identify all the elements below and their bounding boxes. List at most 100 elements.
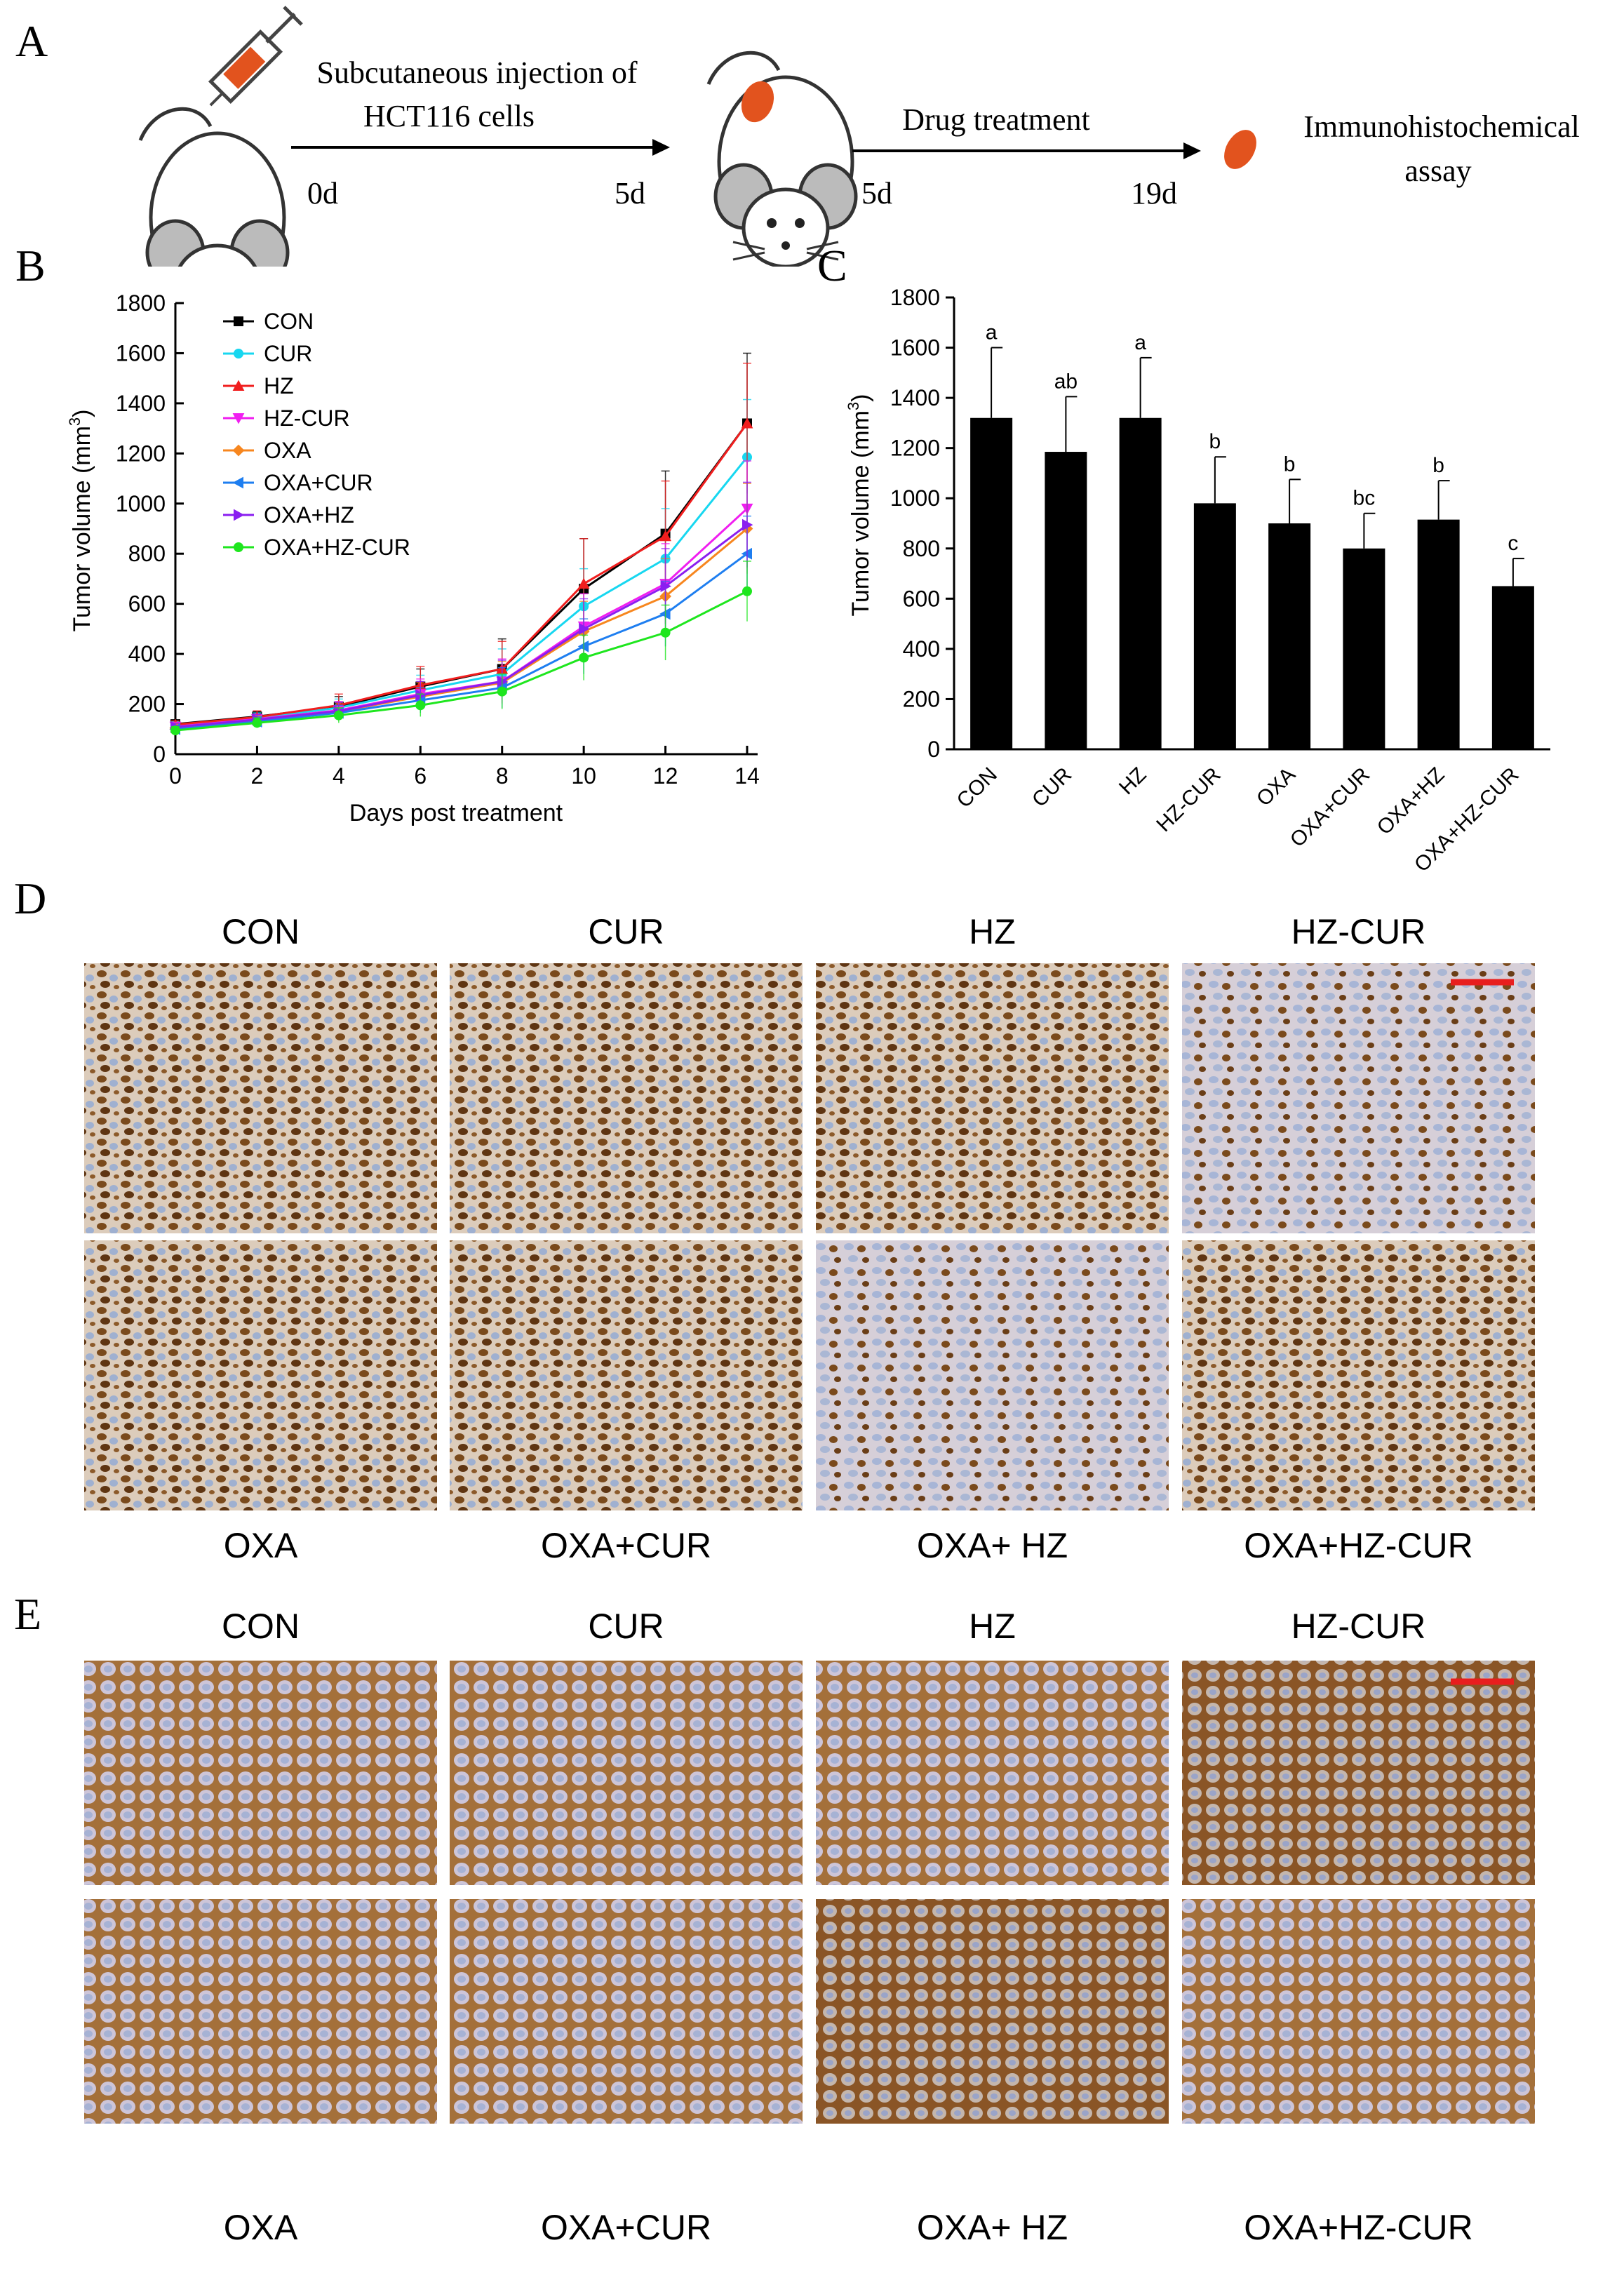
step1-arrowhead [652,139,670,156]
bar-oxa-hz-cur [1491,586,1534,749]
panel-c-y-tick-label: 1600 [890,335,940,361]
ihc-micrograph-image [84,1240,437,1510]
legend-marker [234,542,243,552]
ihc-micrograph-image [84,963,437,1233]
legend-marker [232,380,245,391]
data-point [333,710,344,721]
significance-label: a [986,321,998,344]
step1-start-day: 0d [307,176,338,210]
data-point [742,586,752,596]
panel-b-y-tick-label: 400 [128,641,166,666]
micrograph-label: HZ-CUR [1291,1607,1426,1646]
data-point [579,652,589,663]
panel-c-y-tick-label: 1000 [890,485,940,511]
significance-label: ab [1054,370,1078,393]
panel-c-bar-chart: C Tumor volume (mm3) 0 200 400 600 800 1000 12… [817,241,1550,876]
ihc-micrograph-image [450,963,803,1233]
bar-hz-cur [1193,503,1236,749]
micrograph-label: OXA [224,2208,298,2247]
excised-tumor-icon [1224,130,1256,169]
legend-label: CON [264,309,314,334]
bar-cur [1045,452,1087,749]
mouse-1-icon [138,107,290,267]
panel-b-y-tick-label: 1400 [116,391,166,416]
panel-b-y-tick-label: 0 [153,742,166,767]
ihc-micrograph-image [816,1240,1169,1510]
micrograph-label: CON [222,1607,300,1646]
panel-c-y-tick-label: 600 [903,586,940,611]
micrograph-label: OXA+CUR [541,2208,711,2247]
series-line [175,422,749,726]
series-line [175,590,748,732]
syringe-icon [208,6,303,107]
panel-b-y-tick-label: 1000 [116,491,166,516]
ihc-micrograph-image [1182,1899,1535,2124]
series-oxa-hz-cur [170,561,752,736]
step1-label-line2: HCT116 cells [363,99,535,133]
series-line [175,523,748,728]
legend-label: HZ-CUR [264,406,350,431]
series-line [175,553,748,730]
data-point [415,700,426,711]
data-point [252,718,262,728]
micrograph-label: OXA+HZ-CUR [1244,1526,1472,1565]
panel-b-x-tick-label: 10 [571,763,596,789]
micrograph-label: HZ [969,912,1016,951]
data-point [170,725,180,736]
data-point [741,417,753,429]
significance-label: b [1284,453,1296,476]
ihc-micrograph-image [84,1661,437,1885]
panel-b-y-tick-label: 200 [128,692,166,717]
final-label-line1: Immunohistochemical [1303,109,1579,144]
panel-b-x-tick-label: 0 [169,763,182,789]
legend-marker [232,444,245,457]
data-point [579,622,590,635]
micrograph-label: CUR [588,1607,664,1646]
micrograph-label: OXA+CUR [541,1526,711,1565]
significance-label: bc [1353,487,1376,510]
panel-b-line-chart: B Tumor volume (mm3) Days post treatment… [15,241,760,826]
legend-label: OXA+HZ-CUR [264,535,410,560]
tumor-on-mouse-icon [741,81,774,123]
data-point [659,530,671,542]
step2-start-day: 5d [861,176,892,210]
ihc-micrograph-image [816,1661,1169,1885]
data-point [497,686,507,697]
panel-b-x-tick-label: 14 [734,763,760,789]
legend-label: HZ [264,373,294,398]
ihc-micrograph-image [450,1240,803,1510]
panel-c-letter: C [817,241,847,290]
panel-b-xlabel: Days post treatment [349,800,563,826]
legend-marker [234,316,243,326]
panel-b-x-tick-label: 12 [653,763,678,789]
bar-con [970,417,1013,749]
significance-label: c [1508,532,1518,555]
micrograph-label: OXA+ HZ [917,2208,1068,2247]
ihc-micrograph-image [816,963,1169,1233]
data-point [577,577,590,589]
panel-c-ylabel: Tumor volume (mm3) [845,394,874,616]
panel-b-ylabel: Tumor volume (mm3) [66,409,95,631]
data-point [742,518,753,531]
legend-marker [232,476,243,489]
panel-a-letter: A [15,16,48,66]
step1-end-day: 5d [615,176,645,210]
panel-c-y-tick-label: 1400 [890,385,940,410]
micrograph-label: OXA+HZ-CUR [1244,2208,1472,2247]
ihc-micrograph-image [1182,1661,1535,1885]
panel-b-y-tick-label: 1800 [116,290,166,316]
significance-label: b [1209,430,1221,453]
micrograph-label: OXA [224,1526,298,1565]
panel-c-y-tick-label: 1800 [890,285,940,310]
step2-arrowhead [1183,142,1201,159]
bar-hz [1119,417,1162,749]
step2-label: Drug treatment [902,102,1090,137]
micrograph-label: HZ-CUR [1291,912,1426,951]
panel-b-x-tick-label: 4 [333,763,345,789]
step2-end-day: 19d [1131,176,1177,210]
panel-b-x-tick-label: 6 [414,763,427,789]
panel-d-letter: D [14,873,46,923]
data-point [660,627,671,638]
data-point [660,580,671,593]
